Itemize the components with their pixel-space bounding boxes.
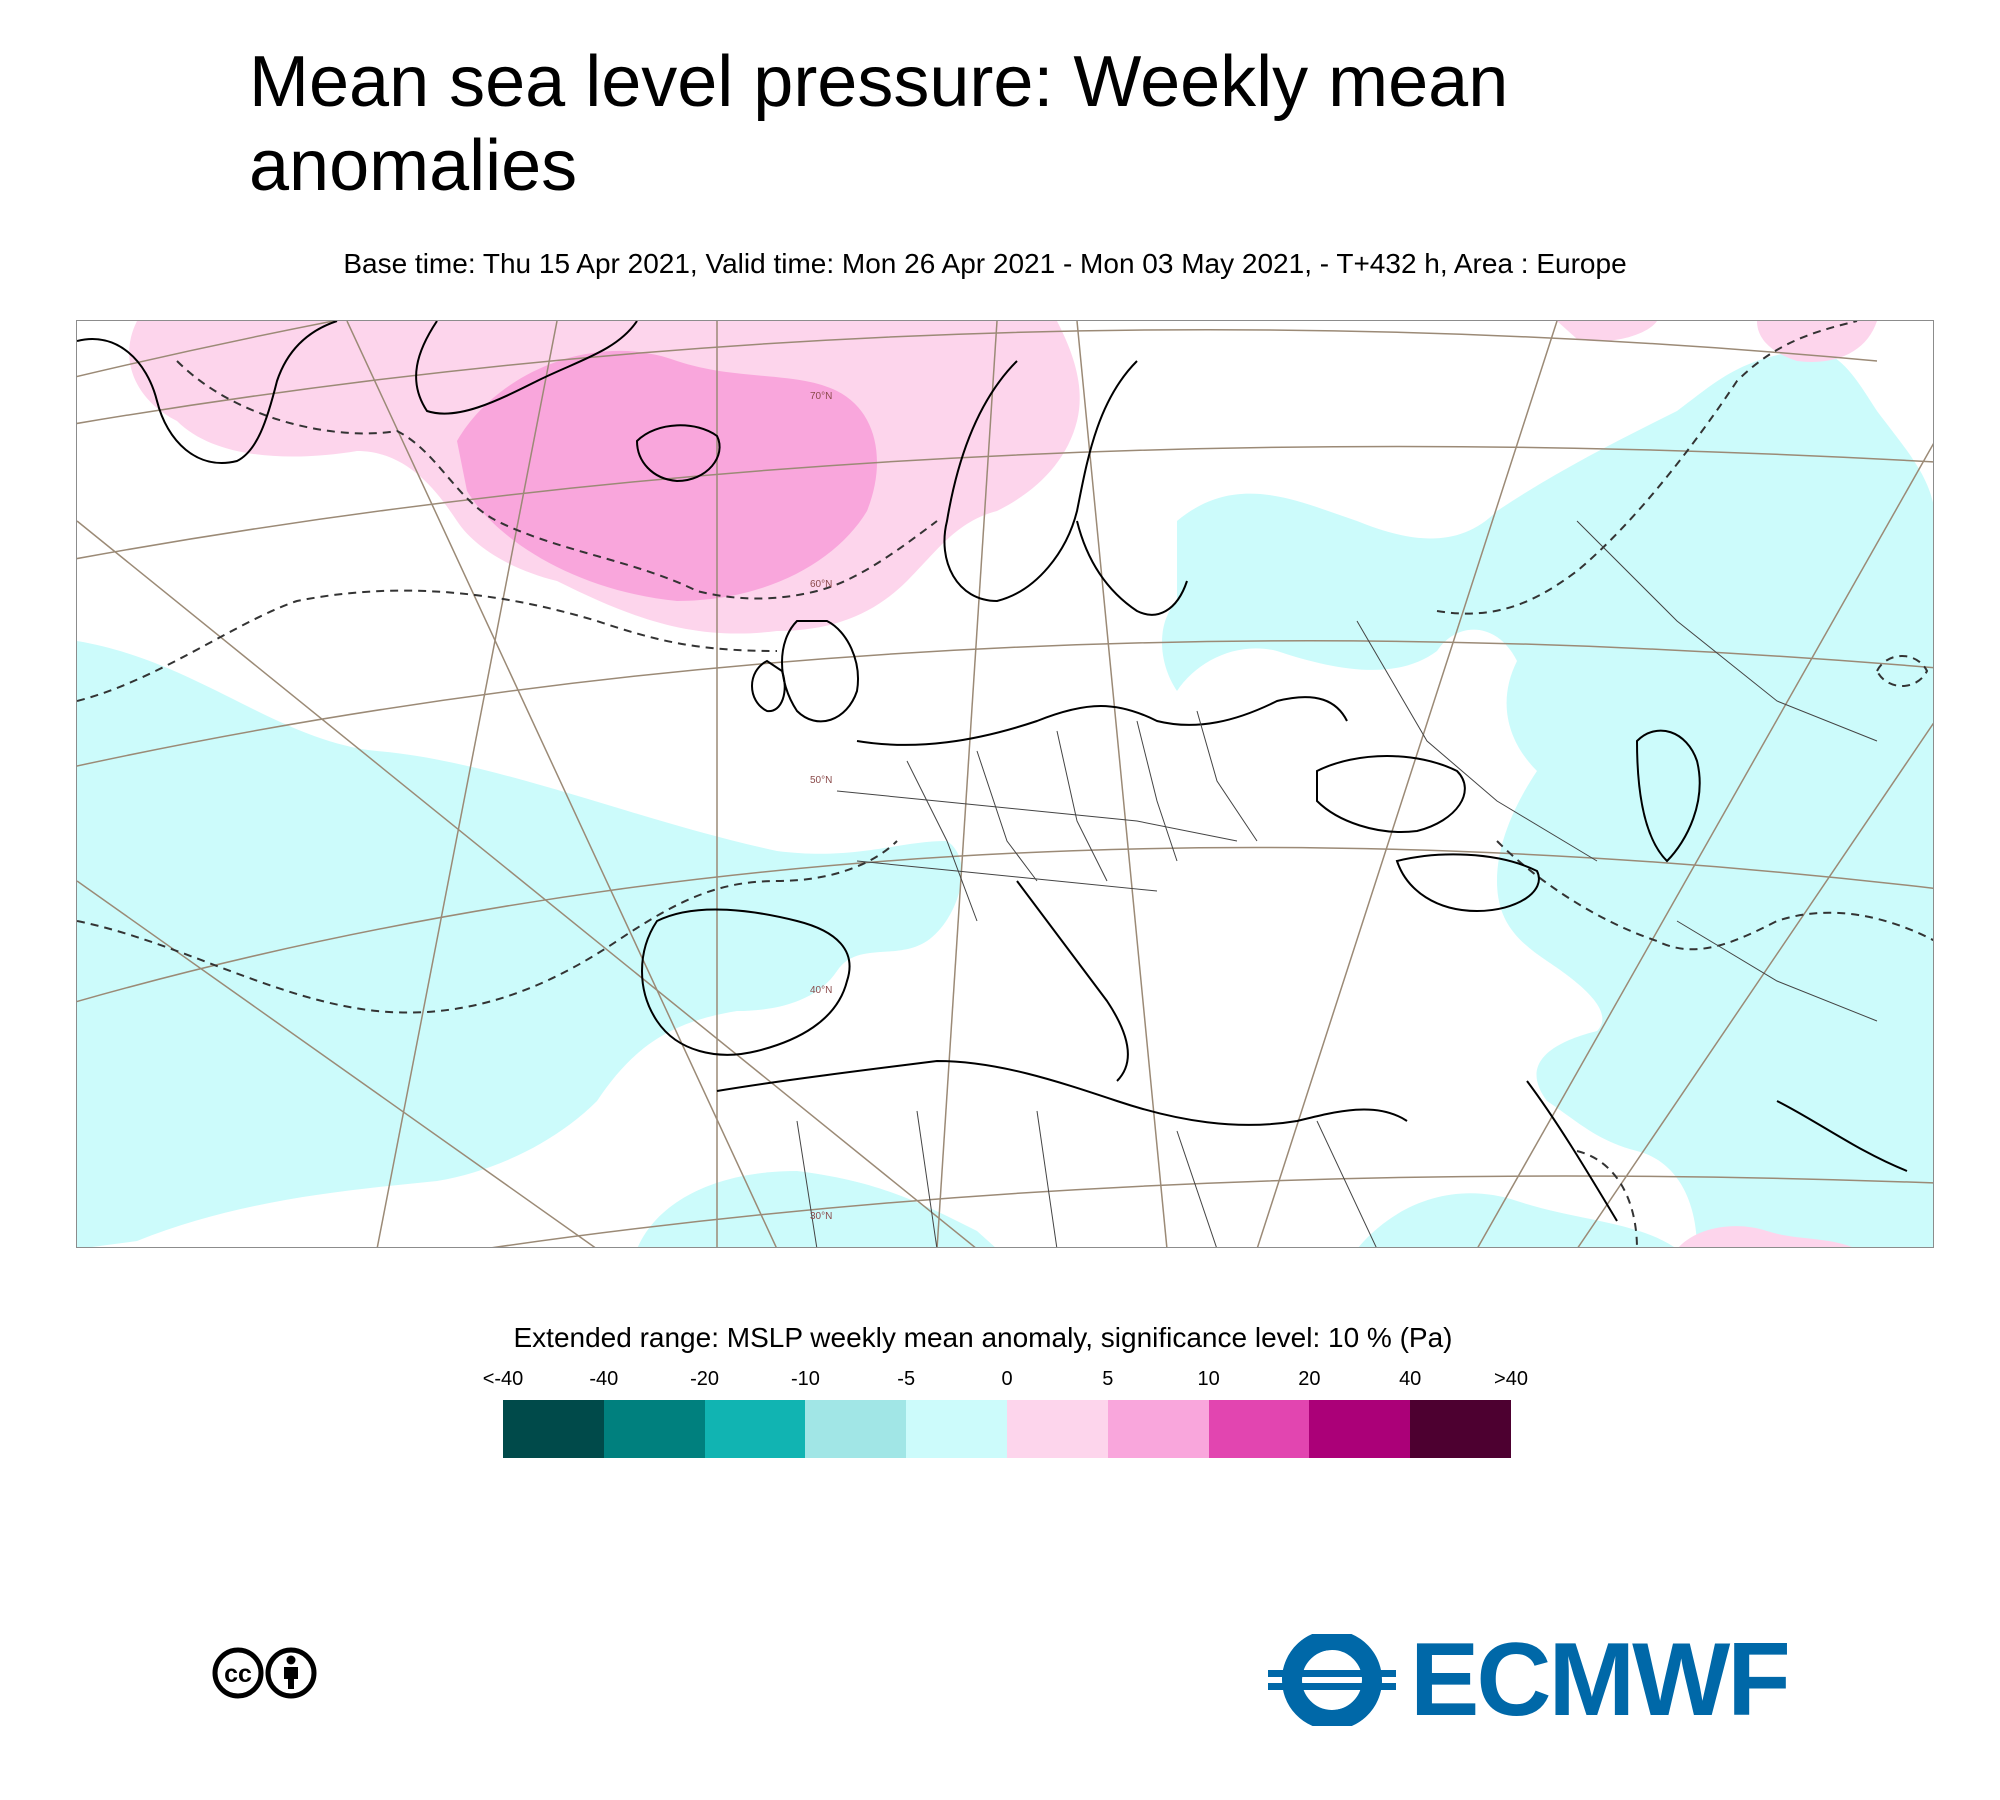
legend-title: Extended range: MSLP weekly mean anomaly… <box>513 1322 1453 1353</box>
positive-anomaly-region-ne-corner <box>1757 321 1877 362</box>
anomaly-map: 70°N 60°N 50°N 40°N 30°N <box>76 320 1934 1248</box>
iceland-coast <box>635 424 721 483</box>
logo-text: ECMWF <box>1410 1622 1791 1738</box>
significance-contours <box>77 321 1933 1247</box>
lat-label-60: 60°N <box>810 579 832 590</box>
legend-swatch <box>1006 1400 1108 1458</box>
legend-tick-label: -10 <box>790 1368 820 1390</box>
persian-gulf-coast <box>1776 1100 1908 1172</box>
british-isles-coast <box>781 620 859 723</box>
lat-label-40: 40°N <box>810 985 832 996</box>
cc-by-icon: cc <box>212 1646 318 1705</box>
legend-tick-label: <-40 <box>482 1368 524 1390</box>
positive-anomaly-region-core <box>457 350 877 601</box>
iberia-coast <box>641 908 851 1056</box>
legend-swatch <box>1410 1400 1511 1458</box>
legend-tick-label: -20 <box>690 1368 720 1390</box>
north-africa-coast <box>716 1059 1408 1126</box>
greenland-coast <box>415 321 638 415</box>
negative-anomaly-region-southeast <box>1637 921 1933 1247</box>
legend-tick-label: 0 <box>1001 1368 1013 1390</box>
lat-label-30: 30°N <box>810 1211 832 1222</box>
page-title: Mean sea level pressure: Weekly mean ano… <box>249 42 1509 206</box>
turkey-coast <box>1395 853 1540 913</box>
legend-swatch <box>503 1400 604 1458</box>
legend-swatch <box>1309 1400 1411 1458</box>
negative-anomaly-region-atlantic <box>77 641 962 1247</box>
legend-color-bar <box>503 1400 1511 1458</box>
legend-ticks: <-40 -40 -20 -10 -5 0 5 10 20 40 >40 <box>0 1368 2000 1392</box>
country-borders <box>796 520 1878 1247</box>
scandinavia-coast <box>943 360 1138 603</box>
legend-tick-label: 10 <box>1197 1368 1220 1390</box>
positive-anomaly-region-arctic <box>1557 321 1657 342</box>
caspian-coast <box>1635 729 1701 863</box>
run-info-subtitle: Base time: Thu 15 Apr 2021, Valid time: … <box>343 248 1627 279</box>
legend-swatch <box>704 1400 806 1458</box>
positive-anomaly-region-se-corner <box>1679 1226 1852 1247</box>
legend-swatch <box>1107 1400 1209 1458</box>
black-sea-coast <box>1316 755 1466 833</box>
svg-text:cc: cc <box>224 1660 252 1688</box>
graticule <box>77 321 1933 1247</box>
ecmwf-logo: ECMWF <box>1268 1622 1791 1738</box>
legend-tick-label: -5 <box>897 1368 916 1390</box>
legend-swatch <box>805 1400 907 1458</box>
legend-swatch <box>603 1400 705 1458</box>
legend-tick-label: >40 <box>1494 1368 1528 1390</box>
legend-swatch <box>906 1400 1007 1458</box>
lat-label-50: 50°N <box>810 775 832 786</box>
legend-swatch <box>1208 1400 1310 1458</box>
negative-anomaly-region-mideast <box>1358 1193 1674 1247</box>
red-sea-coast <box>1526 1080 1618 1222</box>
coastlines <box>77 321 1908 1222</box>
ireland-coast <box>751 659 786 713</box>
legend-tick-label: -40 <box>589 1368 619 1390</box>
italy-coast <box>1016 880 1129 1082</box>
lat-label-70: 70°N <box>810 391 832 402</box>
legend-tick-label: 20 <box>1298 1368 1321 1390</box>
anomaly-shading <box>77 321 1933 1247</box>
baltic-coast <box>1076 520 1188 616</box>
canada-coast <box>77 321 338 464</box>
legend-tick-label: 5 <box>1102 1368 1114 1390</box>
ecmwf-logo-mark-icon <box>1268 1634 1396 1726</box>
map-canvas: 70°N 60°N 50°N 40°N 30°N <box>77 321 1933 1247</box>
continental-coast <box>856 696 1348 746</box>
latitude-labels: 70°N 60°N 50°N 40°N 30°N <box>810 391 832 1222</box>
legend-tick-label: 40 <box>1399 1368 1422 1390</box>
